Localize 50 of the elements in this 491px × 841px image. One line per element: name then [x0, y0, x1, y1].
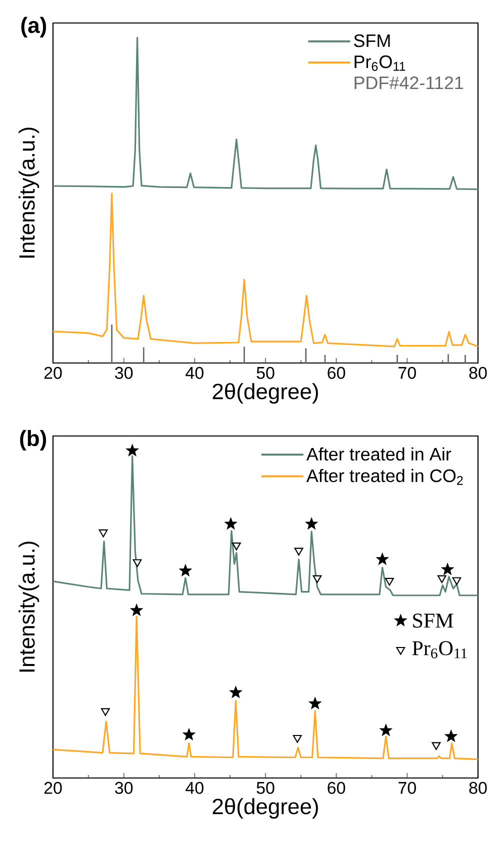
point	[230, 686, 242, 698]
point	[306, 518, 318, 530]
x-tick-label: 20	[44, 782, 62, 794]
x-tick-label: 30	[115, 366, 133, 379]
x-tick-label: 60	[328, 366, 346, 379]
point	[100, 708, 110, 716]
chart-title: (b)	[20, 430, 46, 451]
x-axis-title: 2θ(degree)	[212, 798, 318, 819]
point	[376, 553, 388, 564]
x-tick-label: 40	[186, 366, 204, 379]
point	[437, 575, 446, 584]
x-tick-label: 50	[256, 782, 274, 794]
x-tick-label: 20	[44, 366, 62, 379]
point	[445, 730, 457, 742]
y-axis-title: Intensity(a.u.)	[18, 128, 40, 258]
point	[180, 564, 192, 576]
point	[130, 604, 142, 616]
x-tick-label: 40	[186, 782, 204, 794]
x-tick-label: 70	[398, 366, 416, 379]
x-tick-label: 80	[469, 366, 487, 379]
x-tick-label: 60	[328, 782, 346, 794]
point	[380, 724, 392, 736]
point	[294, 548, 304, 556]
y-axis-title: Intensity(a.u.)	[18, 542, 40, 672]
legend-label: Pr$_{6}$O$_{11}$	[354, 55, 406, 71]
legend-label: Pr$_{6}$O$_{11}$	[412, 641, 467, 658]
legend-label: After treated in Air	[306, 447, 452, 461]
x-tick-label: 50	[256, 366, 274, 379]
chart-title: (a)	[21, 16, 46, 38]
point	[309, 698, 321, 709]
point	[312, 575, 322, 584]
x-tick-label: 30	[115, 782, 133, 794]
point	[452, 577, 462, 586]
text: PDF#42-1121	[354, 76, 464, 90]
point	[225, 518, 237, 530]
point	[292, 734, 302, 743]
point	[232, 542, 241, 550]
point	[132, 559, 142, 568]
legend-label: SFM	[354, 34, 390, 48]
point	[126, 444, 138, 456]
point	[432, 742, 441, 750]
legend-label: SFM	[413, 614, 454, 628]
point	[442, 563, 454, 575]
x-axis-title: 2θ(degree)	[212, 383, 318, 404]
point	[385, 578, 394, 586]
x-tick-label: 70	[398, 782, 416, 794]
legend-label: After treated in CO$_{2}$	[306, 468, 463, 485]
point	[98, 529, 108, 538]
x-tick-label: 80	[469, 782, 487, 794]
point	[183, 728, 195, 740]
